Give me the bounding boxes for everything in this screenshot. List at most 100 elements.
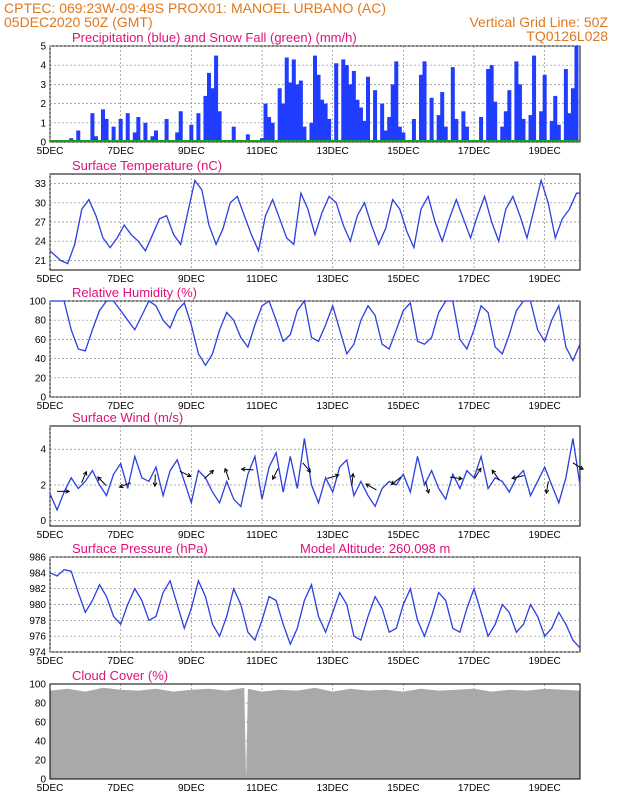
precipitation-bar <box>217 111 222 142</box>
precipitation-bar <box>295 84 300 142</box>
x-tick-label: 17DEC <box>458 783 490 794</box>
precipitation-bar <box>214 55 219 142</box>
x-tick-label: 15DEC <box>387 783 419 794</box>
wind-arrow-head <box>186 472 192 478</box>
wind-arrow-shaft <box>302 462 311 473</box>
x-tick-label: 7DEC <box>107 530 134 541</box>
wind-arrow-shaft <box>511 475 524 479</box>
x-tick-label: 17DEC <box>458 274 490 285</box>
panel-title: Surface Pressure (hPa) <box>72 541 208 556</box>
precipitation-bar <box>528 115 533 142</box>
precipitation-bar <box>549 120 554 142</box>
x-tick-label: 5DEC <box>37 274 64 285</box>
y-tick-label: 984 <box>29 568 46 579</box>
precipitation-bar <box>288 82 293 142</box>
precipitation-bar <box>132 132 137 142</box>
x-tick-label: 13DEC <box>317 530 349 541</box>
header-line-3-right: TQ0126L028 <box>526 28 608 44</box>
x-tick-label: 19DEC <box>529 656 561 667</box>
precipitation-bar <box>263 103 268 142</box>
panel-frame <box>49 300 581 398</box>
x-tick-label: 19DEC <box>529 274 561 285</box>
y-tick-label: 80 <box>35 316 47 327</box>
y-tick-label: 40 <box>35 737 47 748</box>
wind-arrow-head <box>82 470 88 476</box>
x-tick-label: 17DEC <box>458 530 490 541</box>
precipitation-bar <box>351 70 356 142</box>
precipitation-bar <box>507 90 512 142</box>
x-tick-label: 7DEC <box>107 146 134 157</box>
precipitation-bar <box>104 118 109 142</box>
precipitation-bar <box>383 130 388 142</box>
x-tick-label: 13DEC <box>317 274 349 285</box>
wind-arrow-head <box>223 467 229 473</box>
wind-arrow-shaft <box>572 462 584 470</box>
panel-frame-overlay <box>49 683 581 780</box>
precipitation-bar <box>373 90 378 142</box>
precipitation-bar <box>90 113 95 142</box>
precipitation-bar <box>419 74 423 142</box>
y-tick-label: 100 <box>29 297 46 308</box>
y-tick-label: 20 <box>35 373 47 384</box>
wind-arrow-head <box>491 469 497 475</box>
wind-arrow-shaft <box>391 476 402 485</box>
x-tick-label: 19DEC <box>529 783 561 794</box>
y-tick-label: 0 <box>40 138 46 149</box>
x-tick-label: 15DEC <box>387 274 419 285</box>
precipitation-bar <box>327 118 332 142</box>
panel-title: Relative Humidity (%) <box>72 285 197 300</box>
panel-frame <box>49 425 581 527</box>
precipitation-bar <box>429 97 434 142</box>
wind-arrow-shaft <box>119 482 131 488</box>
precipitation-bar <box>101 109 105 142</box>
x-tick-label: 5DEC <box>37 530 64 541</box>
wind-arrow-shaft <box>474 467 482 479</box>
wind-arrow-shaft <box>545 481 549 494</box>
precipitation-bar <box>348 84 353 142</box>
y-tick-label: 0 <box>40 516 46 527</box>
series-line <box>49 568 581 649</box>
x-tick-label: 19DEC <box>529 146 561 157</box>
wind-arrow-head <box>544 489 550 495</box>
precipitation-bar <box>450 67 455 142</box>
y-tick-label: 978 <box>29 616 46 627</box>
x-tick-label: 9DEC <box>178 530 205 541</box>
wind-arrow-head <box>425 488 431 494</box>
precipitation-bar <box>362 120 367 142</box>
y-tick-label: 4 <box>40 445 46 456</box>
wind-arrow-head <box>365 483 370 488</box>
header-line-2-left: 05DEC2020 50Z (GMT) <box>4 14 153 30</box>
header-line-2-right: Vertical Grid Line: 50Z <box>469 14 608 30</box>
precipitation-bar <box>284 57 289 142</box>
wind-arrow-head <box>334 473 340 479</box>
y-tick-label: 4 <box>40 61 46 72</box>
precipitation-bar <box>380 103 385 142</box>
x-tick-label: 15DEC <box>387 146 419 157</box>
wind-arrow-head <box>350 472 356 478</box>
x-tick-label: 9DEC <box>178 274 205 285</box>
x-tick-label: 9DEC <box>178 656 205 667</box>
y-tick-label: 30 <box>35 198 47 209</box>
precipitation-bar <box>479 117 484 142</box>
x-tick-label: 9DEC <box>178 783 205 794</box>
panel-annotation: Model Altitude: 260.098 m <box>300 541 450 556</box>
precipitation-bar <box>355 99 360 142</box>
x-tick-label: 17DEC <box>458 401 490 412</box>
precipitation-bar <box>267 117 272 142</box>
precipitation-bar <box>203 95 208 142</box>
wind-arrow-shaft <box>81 471 87 483</box>
precipitation-bar <box>277 88 282 142</box>
precipitation-bar <box>231 126 236 142</box>
y-tick-label: 986 <box>29 553 46 564</box>
precipitation-bar <box>464 126 469 142</box>
precipitation-bar <box>210 88 215 142</box>
precipitation-bar <box>489 65 494 142</box>
precipitation-bar <box>323 103 328 142</box>
y-tick-label: 2 <box>40 99 46 110</box>
y-tick-label: 33 <box>35 179 47 190</box>
x-tick-label: 15DEC <box>387 530 419 541</box>
precipitation-bar <box>245 134 250 142</box>
wind-arrow-shaft <box>272 468 279 480</box>
precipitation-bar <box>175 132 180 142</box>
precipitation-bar <box>366 76 370 142</box>
